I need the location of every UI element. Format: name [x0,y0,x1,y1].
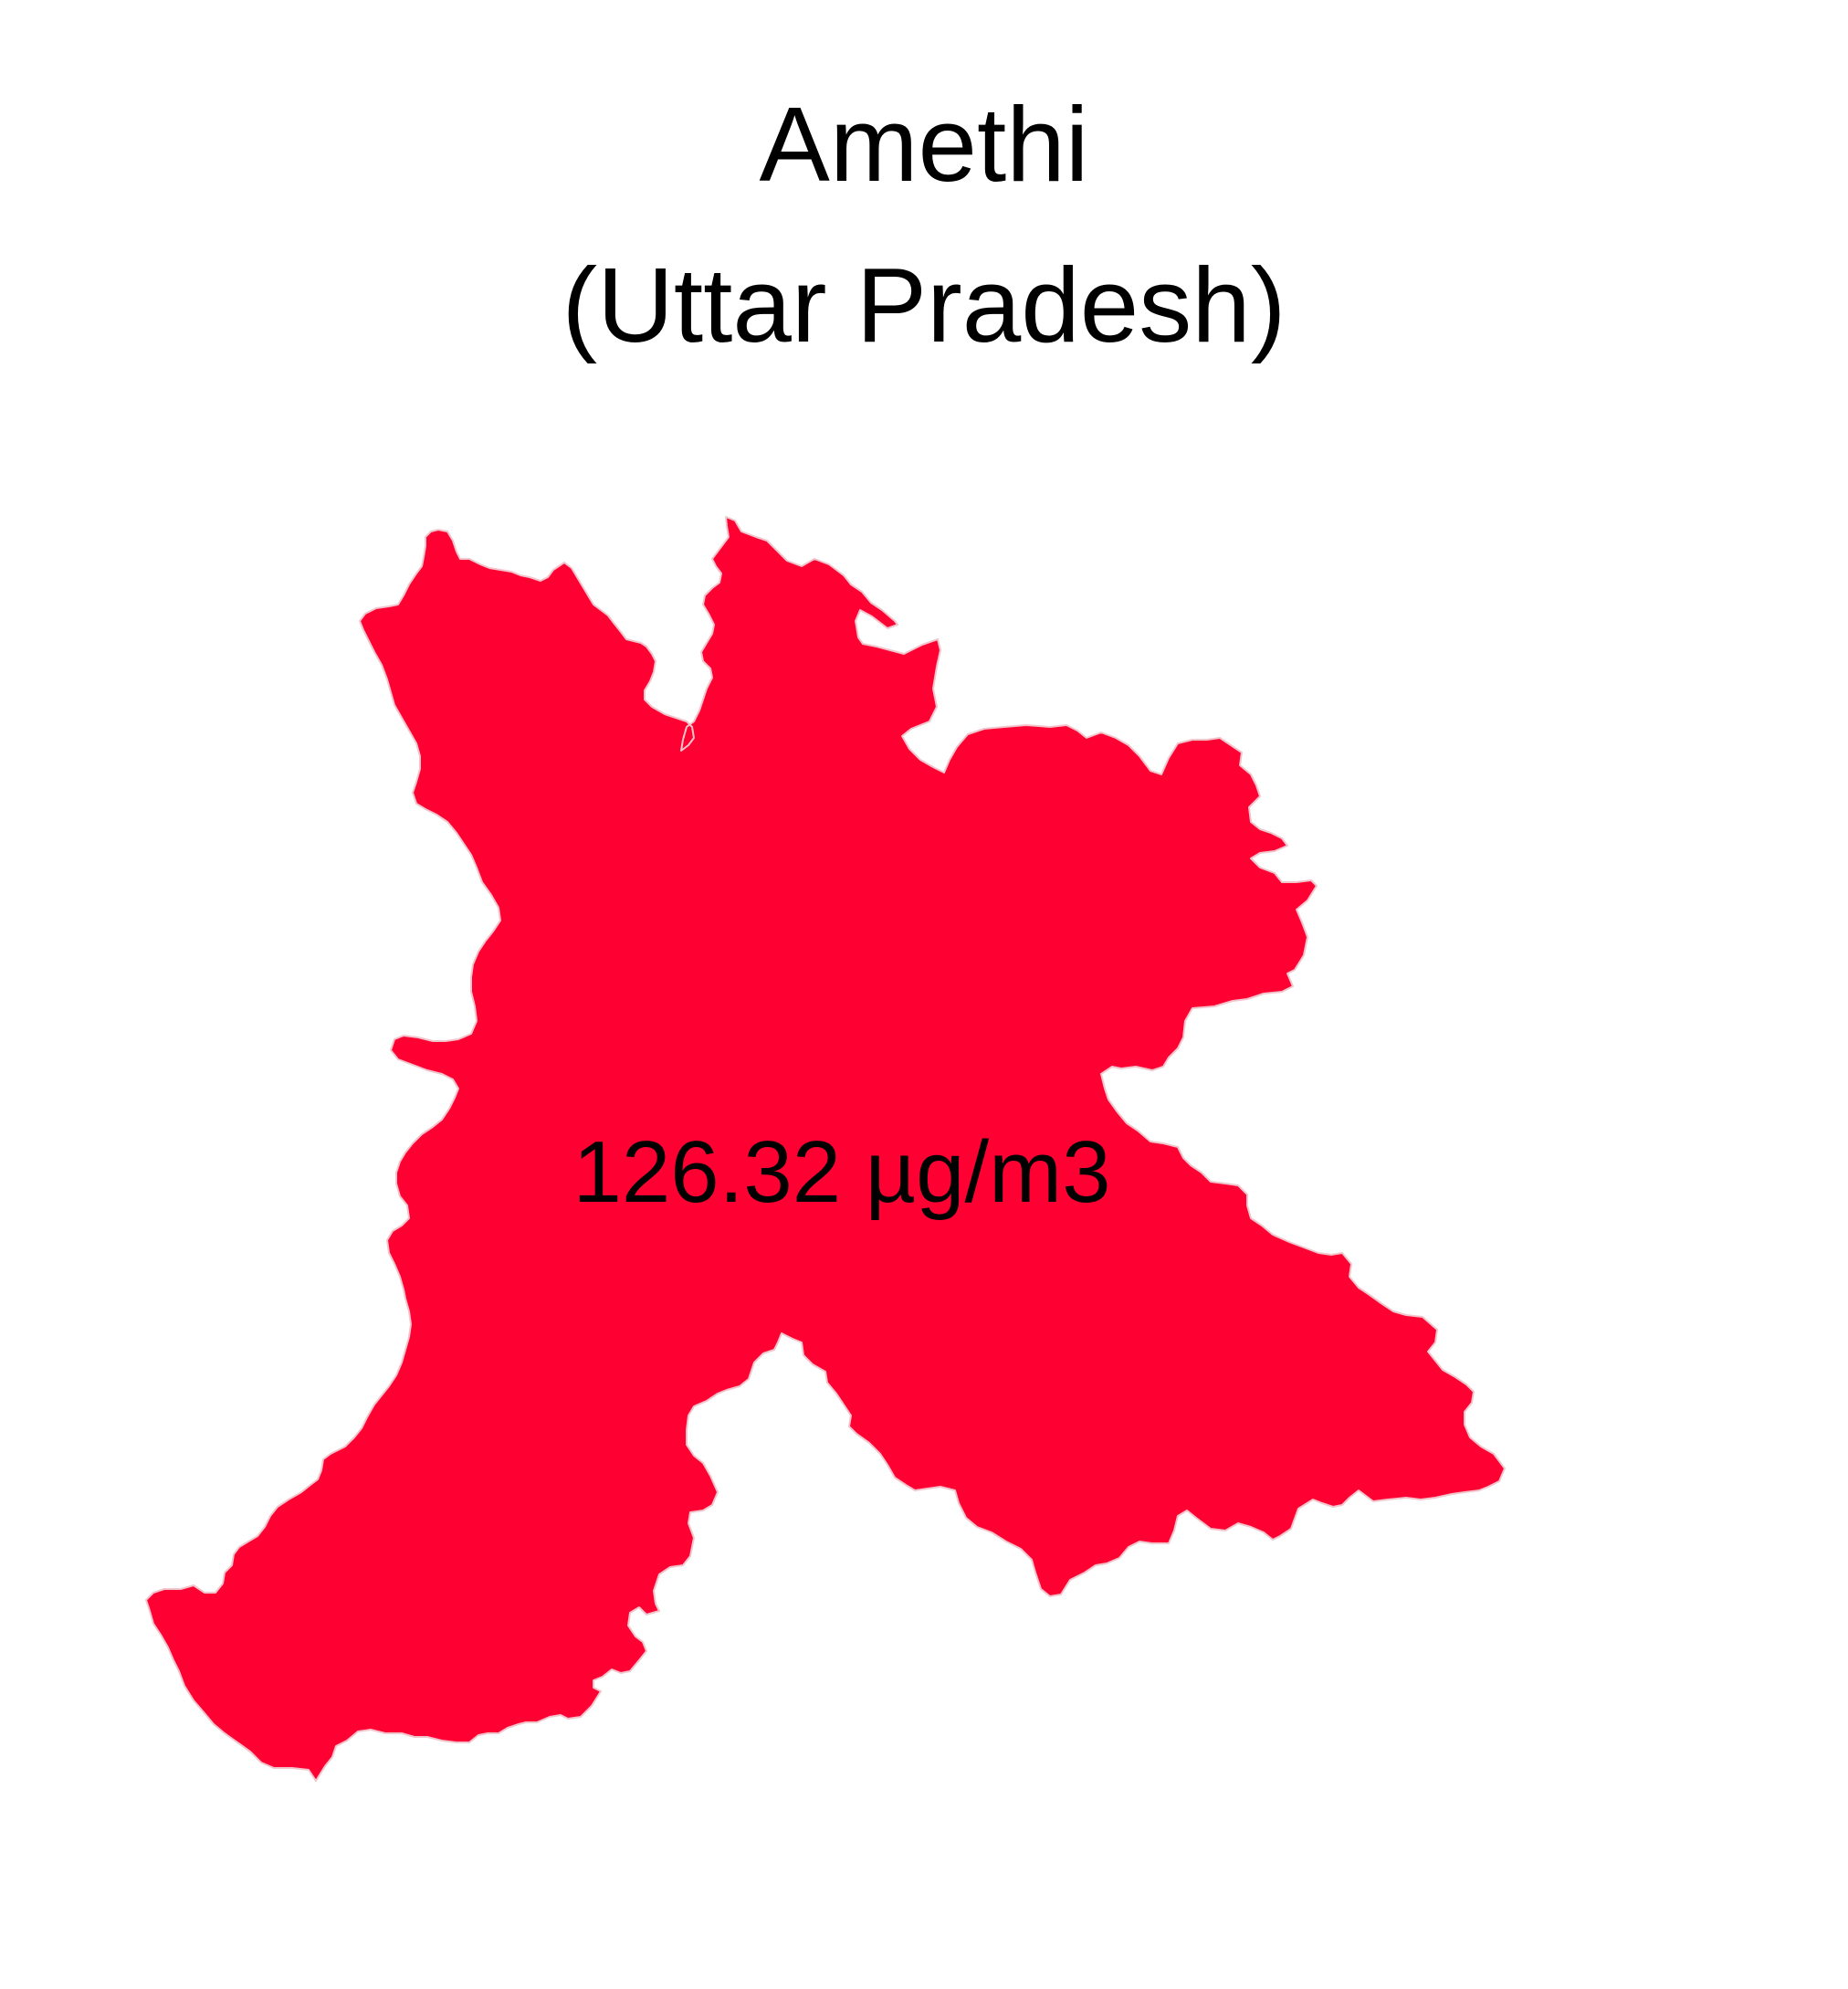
map-title-district: Amethi [759,85,1089,204]
map-title-state: (Uttar Pradesh) [562,246,1286,364]
district-polygon-amethi [145,516,1506,1782]
district-value-label: 126.32 µg/m3 [572,1123,1110,1221]
map-title: Amethi (Uttar Pradesh) [0,64,1848,385]
